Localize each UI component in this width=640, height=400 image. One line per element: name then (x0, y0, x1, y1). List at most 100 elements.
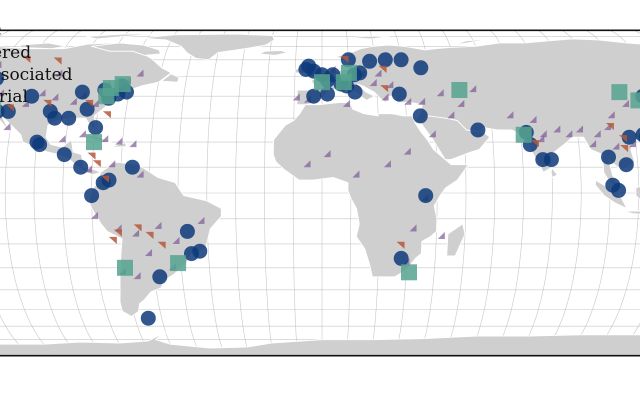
circle-marker (184, 246, 199, 262)
triangle-marker (92, 160, 101, 168)
diamond-marker (529, 115, 537, 123)
circle-marker (413, 60, 429, 76)
diamond-marker (154, 221, 162, 229)
circle-marker (61, 110, 77, 126)
circle-marker (377, 52, 393, 68)
diamond-marker (622, 99, 630, 107)
circle-marker (393, 52, 409, 68)
diamond-marker (303, 160, 311, 168)
circle-marker (543, 152, 559, 168)
square-marker (98, 88, 115, 105)
triangle-marker (145, 231, 154, 239)
circle-marker (635, 127, 640, 143)
triangle-marker (133, 224, 142, 232)
triangle-marker (113, 229, 122, 237)
diamond-marker (108, 160, 116, 168)
circle-marker (393, 250, 409, 266)
square-marker (170, 255, 187, 272)
triangle-marker (85, 99, 94, 107)
diamond-marker (78, 130, 86, 138)
diamond-marker (91, 211, 99, 219)
triangle-marker (157, 241, 166, 249)
land-africa (272, 102, 469, 278)
square-marker (114, 76, 131, 93)
diamond-marker (3, 123, 11, 131)
circle-marker (470, 122, 486, 138)
land-iceland (258, 50, 289, 56)
circle-marker (24, 88, 40, 104)
square-marker (340, 64, 357, 81)
diamond-marker (383, 160, 391, 168)
land-borneo (635, 174, 640, 204)
square-marker (117, 259, 133, 276)
circle-marker (74, 84, 90, 100)
land-java (623, 210, 640, 216)
circle-marker (391, 86, 407, 102)
diamond-marker (55, 69, 63, 77)
triangle-marker (340, 55, 349, 63)
diamond-marker (136, 170, 144, 178)
square-marker (451, 82, 468, 98)
diamond-marker (91, 99, 99, 107)
circle-marker (79, 101, 95, 117)
diamond-marker (369, 79, 377, 87)
data-markers (0, 52, 640, 326)
circle-marker (412, 108, 428, 124)
square-marker (515, 126, 532, 143)
triangle-marker (619, 135, 628, 143)
landmasses (0, 33, 640, 356)
triangle-marker (108, 236, 117, 244)
legend-line-4: trial (0, 87, 28, 107)
land-novaya-zemlya (454, 38, 493, 46)
diamond-marker (342, 99, 350, 107)
land-greenland (139, 33, 275, 61)
land-svalbard (349, 35, 390, 40)
land-newfoundland (161, 73, 180, 83)
diamond-marker (409, 224, 417, 232)
diamond-marker (374, 69, 382, 77)
triangle-marker (380, 85, 389, 93)
diamond-marker (115, 137, 123, 145)
diamond-marker (447, 111, 455, 119)
diamond-marker (292, 93, 300, 101)
land-madagascar (446, 223, 466, 257)
circle-marker (621, 129, 637, 145)
triangle-marker (5, 104, 14, 112)
legend-line-2: ered (0, 43, 32, 63)
legend-line-3: ssociated (0, 65, 73, 85)
diamond-marker (469, 85, 477, 93)
diamond-marker (101, 135, 109, 143)
diamond-marker (133, 272, 141, 280)
circle-marker (124, 159, 140, 175)
circle-marker (179, 223, 195, 239)
diamond-marker (136, 69, 144, 77)
triangle-marker (101, 175, 110, 183)
square-marker (0, 98, 1, 115)
diamond-marker (576, 125, 584, 133)
triangle-marker (43, 99, 52, 107)
triangle-marker (531, 140, 540, 148)
diamond-marker (69, 97, 77, 105)
triangle-marker (396, 241, 405, 249)
circle-marker (0, 70, 5, 86)
circle-marker (601, 149, 616, 165)
diamond-marker (436, 89, 444, 97)
land-baffin-island (91, 42, 161, 56)
triangle-marker (22, 55, 31, 63)
circle-marker (298, 62, 314, 77)
circle-marker (605, 177, 621, 193)
circle-marker (306, 88, 322, 104)
diamond-marker (132, 229, 140, 237)
land-sri-lanka (550, 167, 558, 178)
land-antarctica (0, 330, 640, 356)
circle-marker (418, 188, 434, 204)
triangle-marker (87, 152, 96, 160)
legend: c ered ssociated trial (0, 20, 73, 108)
circle-marker (73, 159, 89, 175)
diamond-marker (381, 93, 389, 101)
circle-marker (88, 120, 104, 136)
diamond-marker (539, 130, 547, 138)
diamond-marker (553, 125, 561, 133)
diamond-marker (145, 249, 153, 257)
